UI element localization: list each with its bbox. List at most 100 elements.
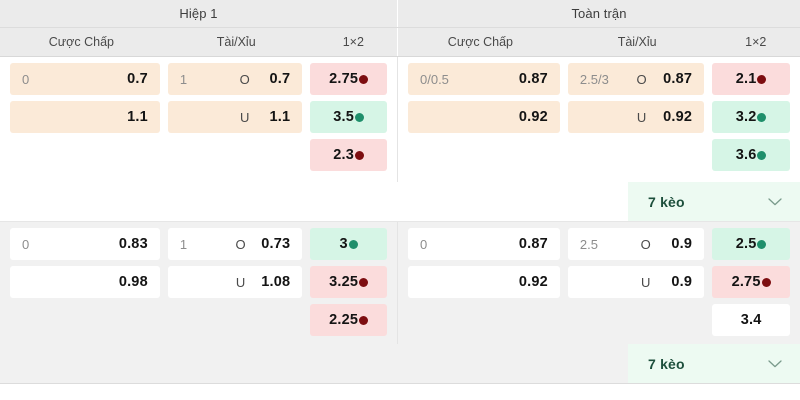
handicap-odd: 0.87 <box>518 71 548 87</box>
over-under-cell[interactable]: 1 O 0.7 <box>167 63 303 95</box>
over-under-cell-empty <box>568 304 704 336</box>
over-under-mark: O <box>235 236 246 252</box>
over-under-column: 1 O 0.7 U 1.1 <box>164 63 306 177</box>
expander-row: 7 kèo <box>0 344 800 384</box>
one-x-two-cell[interactable]: 3.2 <box>712 101 790 133</box>
one-x-two-cell[interactable]: 2.1 <box>712 63 790 95</box>
handicap-odd: 0.92 <box>518 109 548 125</box>
header-column-row: Cược Chấp Tài/Xỉu 1×2 Cược Chấp Tài/Xỉu … <box>0 28 800 57</box>
handicap-cell[interactable]: 0.92 <box>408 101 560 133</box>
over-under-odd: 0.92 <box>663 109 693 125</box>
handicap-column: 0/0.5 0.87 0.92 <box>404 63 564 177</box>
over-under-cell[interactable]: U 0.9 <box>567 266 705 298</box>
one-x-two-odd: 2.25 <box>329 312 359 328</box>
over-under-line: 2.5/3 <box>579 71 609 87</box>
over-under-mark: O <box>640 236 651 252</box>
one-x-two-cell[interactable]: 2.25 <box>310 304 387 336</box>
one-x-two-odd: 2.5 <box>735 236 757 252</box>
over-under-mark: U <box>636 109 647 125</box>
handicap-cell[interactable]: 0 0.7 <box>10 63 160 95</box>
over-under-line: 2.5 <box>579 236 598 252</box>
column-header-over-under-h1: Tài/Xỉu <box>216 34 256 49</box>
handicap-cell[interactable]: 1.1 <box>10 101 160 133</box>
one-x-two-cell[interactable]: 2.5 <box>712 228 790 260</box>
one-x-two-cell[interactable]: 2.75 <box>712 266 790 298</box>
market-panel-hiep-1: 0 0.7 1.1 1 O 0.7 U 1.1 2.75 3.5 2.3 <box>0 57 398 182</box>
handicap-cell-empty <box>408 139 560 171</box>
trend-down-icon <box>359 74 369 84</box>
handicap-cell[interactable]: 0/0.5 0.87 <box>408 63 560 95</box>
header-panel-hiep-1: Hiệp 1 <box>0 0 398 27</box>
handicap-odd: 1.1 <box>127 109 148 125</box>
one-x-two-cell[interactable]: 3.6 <box>712 139 790 171</box>
over-under-odd: 0.7 <box>269 71 291 87</box>
one-x-two-cell[interactable]: 3 <box>310 228 387 260</box>
over-under-cell[interactable]: 2.5 O 0.9 <box>567 228 705 260</box>
handicap-line: 0 <box>22 236 30 252</box>
handicap-column: 0 0.87 0.92 <box>404 228 564 342</box>
over-under-column: 2.5 O 0.9 U 0.9 <box>564 228 708 342</box>
column-header-1x2-ft: 1×2 <box>745 34 767 49</box>
one-x-two-odd: 3.6 <box>735 147 757 163</box>
one-x-two-odd: 3.25 <box>329 274 359 290</box>
one-x-two-cell[interactable]: 2.75 <box>310 63 387 95</box>
expander-row: 7 kèo <box>0 182 800 222</box>
one-x-two-odd: 2.75 <box>329 71 359 87</box>
trend-down-icon <box>359 315 369 325</box>
header-title-toan-tran: Toàn trận <box>571 6 627 21</box>
column-header-handicap-ft: Cược Chấp <box>447 34 513 49</box>
one-x-two-cell[interactable]: 3.25 <box>310 266 387 298</box>
more-markets-expander[interactable]: 7 kèo <box>628 182 800 221</box>
over-under-cell[interactable]: U 1.08 <box>167 266 303 298</box>
handicap-cell[interactable]: 0 0.87 <box>408 228 560 260</box>
over-under-cell[interactable]: U 1.1 <box>167 101 303 133</box>
over-under-odd: 1.1 <box>269 109 291 125</box>
market-block: 0 0.7 1.1 1 O 0.7 U 1.1 2.75 3.5 2.3 0/0… <box>0 57 800 182</box>
handicap-odd: 0.7 <box>127 71 148 87</box>
one-x-two-odd: 2.1 <box>735 71 757 87</box>
one-x-two-odd: 3.2 <box>735 109 757 125</box>
over-under-cell-empty <box>168 139 302 171</box>
one-x-two-column: 2.75 3.5 2.3 <box>306 63 391 177</box>
trend-down-icon <box>761 277 771 287</box>
trend-down-icon <box>355 150 364 160</box>
handicap-odd: 0.83 <box>118 236 148 252</box>
one-x-two-cell[interactable]: 2.3 <box>310 139 387 171</box>
more-markets-label: 7 kèo <box>648 355 685 372</box>
over-under-mark: U <box>235 274 246 290</box>
one-x-two-cell[interactable]: 3.5 <box>310 101 387 133</box>
handicap-cell-empty <box>10 304 160 336</box>
over-under-mark: U <box>640 274 651 290</box>
column-header-1x2-h1: 1×2 <box>342 34 364 49</box>
more-markets-expander[interactable]: 7 kèo <box>628 344 800 383</box>
handicap-cell[interactable]: 0 0.83 <box>10 228 160 260</box>
chevron-down-icon[interactable] <box>768 359 782 368</box>
one-x-two-cell[interactable]: 3.4 <box>712 304 790 336</box>
one-x-two-column: 3 3.25 2.25 <box>306 228 391 342</box>
column-header-over-under-ft: Tài/Xỉu <box>617 34 657 49</box>
trend-up-icon <box>757 112 767 122</box>
one-x-two-column: 2.5 2.75 3.4 <box>708 228 794 342</box>
header-columns-toan-tran: Cược Chấp Tài/Xỉu 1×2 <box>398 28 800 56</box>
over-under-column: 1 O 0.73 U 1.08 <box>164 228 306 342</box>
over-under-cell[interactable]: U 0.92 <box>567 101 705 133</box>
handicap-odd: 0.92 <box>518 274 548 290</box>
over-under-cell-empty <box>168 304 302 336</box>
handicap-cell[interactable]: 0.98 <box>10 266 160 298</box>
over-under-cell[interactable]: 1 O 0.73 <box>167 228 303 260</box>
header-columns-hiep-1: Cược Chấp Tài/Xỉu 1×2 <box>0 28 398 56</box>
trend-up-icon <box>757 239 767 249</box>
over-under-cell[interactable]: 2.5/3 O 0.87 <box>567 63 705 95</box>
header-panel-toan-tran: Toàn trận <box>398 0 800 27</box>
handicap-cell[interactable]: 0.92 <box>408 266 560 298</box>
one-x-two-odd: 3.5 <box>333 109 354 125</box>
over-under-odd: 0.73 <box>261 236 291 252</box>
handicap-column: 0 0.7 1.1 <box>6 63 164 177</box>
one-x-two-odd: 3.4 <box>740 312 762 328</box>
trend-up-icon <box>355 112 364 122</box>
one-x-two-odd: 3 <box>339 236 348 252</box>
chevron-down-icon[interactable] <box>768 197 782 206</box>
handicap-odd: 0.98 <box>118 274 148 290</box>
over-under-line: 1 <box>179 236 188 252</box>
